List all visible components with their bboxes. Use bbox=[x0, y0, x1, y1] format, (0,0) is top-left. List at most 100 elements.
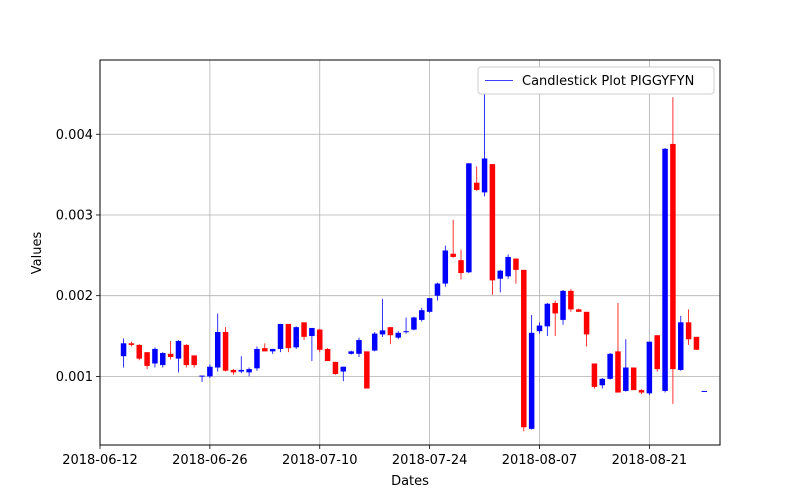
candle-body bbox=[223, 332, 228, 371]
candle bbox=[670, 97, 675, 404]
candle bbox=[395, 331, 400, 339]
candle-body bbox=[458, 260, 463, 273]
candle bbox=[325, 348, 330, 361]
candle-body bbox=[262, 348, 267, 351]
candle bbox=[662, 148, 667, 393]
candle bbox=[246, 368, 251, 377]
candle-body bbox=[333, 362, 338, 374]
candle bbox=[239, 356, 244, 373]
candle bbox=[654, 335, 659, 371]
candle-body bbox=[403, 331, 408, 332]
candle bbox=[254, 347, 259, 371]
candle bbox=[498, 270, 503, 293]
candle-body bbox=[545, 304, 550, 327]
candle-body bbox=[184, 345, 189, 365]
y-tick-label: 0.003 bbox=[56, 208, 93, 223]
candle-body bbox=[482, 158, 487, 192]
candle bbox=[356, 338, 361, 357]
candle-body bbox=[348, 351, 353, 353]
candle-body bbox=[678, 322, 683, 370]
candle-body bbox=[505, 257, 510, 276]
candle bbox=[317, 329, 322, 352]
candle bbox=[364, 351, 369, 388]
candle bbox=[348, 351, 353, 355]
candle bbox=[286, 324, 291, 352]
candle-body bbox=[576, 309, 581, 311]
candle-body bbox=[317, 330, 322, 350]
candle-body bbox=[121, 343, 126, 356]
candle-body bbox=[450, 254, 455, 257]
candle bbox=[333, 362, 338, 375]
candle-body bbox=[435, 284, 440, 296]
candle bbox=[388, 327, 393, 344]
candle bbox=[443, 246, 448, 287]
candle bbox=[513, 259, 518, 284]
candle-body bbox=[301, 322, 306, 337]
x-tick-label: 2018-08-21 bbox=[612, 453, 688, 468]
candle bbox=[341, 367, 346, 382]
candle bbox=[474, 167, 479, 191]
candle bbox=[521, 270, 526, 431]
candle-body bbox=[568, 291, 573, 310]
candle bbox=[600, 378, 605, 388]
candle-body bbox=[694, 337, 699, 350]
y-tick-label: 0.002 bbox=[56, 289, 93, 304]
candle-body bbox=[623, 368, 628, 391]
candle-body bbox=[239, 370, 244, 372]
candle bbox=[184, 344, 189, 367]
candle-body bbox=[521, 270, 526, 427]
candle bbox=[466, 163, 471, 273]
candle-body bbox=[631, 368, 636, 391]
candle-body bbox=[584, 312, 589, 335]
candle-body bbox=[670, 144, 675, 369]
candle-body bbox=[388, 327, 393, 335]
candle-body bbox=[254, 349, 259, 368]
candle bbox=[592, 363, 597, 388]
candle bbox=[160, 352, 165, 367]
candle-body bbox=[443, 250, 448, 283]
candle-body bbox=[529, 333, 534, 429]
candle bbox=[623, 339, 628, 391]
candle-body bbox=[513, 259, 518, 270]
candle-body bbox=[662, 149, 667, 391]
candle-body bbox=[246, 369, 251, 372]
y-axis-title: Values bbox=[30, 232, 45, 275]
x-axis-title: Dates bbox=[391, 474, 429, 489]
candle bbox=[262, 343, 267, 351]
candle bbox=[560, 290, 565, 325]
candle-body bbox=[325, 349, 330, 361]
candle-body bbox=[364, 351, 369, 388]
candle-body bbox=[160, 353, 165, 365]
candle bbox=[568, 289, 573, 312]
candle bbox=[301, 322, 306, 340]
candle bbox=[647, 342, 652, 395]
candle-body bbox=[270, 349, 275, 351]
candle-body bbox=[380, 330, 385, 334]
candle-body bbox=[207, 367, 212, 377]
candle-body bbox=[615, 351, 620, 392]
candle-body bbox=[537, 326, 542, 332]
candle bbox=[552, 301, 557, 337]
candle-body bbox=[129, 343, 134, 345]
candle-body bbox=[144, 352, 149, 366]
candle-body bbox=[639, 390, 644, 392]
candle bbox=[545, 303, 550, 336]
candle bbox=[450, 220, 455, 258]
candle bbox=[631, 368, 636, 391]
candle-body bbox=[191, 355, 196, 365]
candle bbox=[278, 324, 283, 352]
candle bbox=[129, 342, 134, 347]
candle bbox=[482, 92, 487, 196]
candle bbox=[380, 299, 385, 337]
candle bbox=[427, 298, 432, 313]
candle bbox=[639, 389, 644, 394]
candle bbox=[505, 255, 510, 279]
candle-body bbox=[411, 317, 416, 329]
candle bbox=[207, 364, 212, 378]
candle bbox=[270, 349, 275, 354]
candle bbox=[702, 391, 707, 392]
candle bbox=[144, 352, 149, 369]
candle bbox=[411, 317, 416, 331]
candle bbox=[694, 337, 699, 350]
candle-body bbox=[356, 340, 361, 354]
